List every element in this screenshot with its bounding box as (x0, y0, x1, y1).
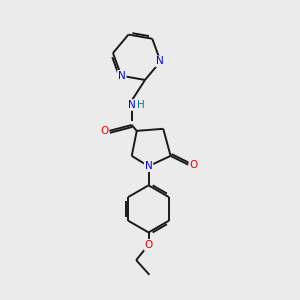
Text: N: N (128, 100, 136, 110)
Text: O: O (100, 126, 108, 136)
Text: N: N (145, 161, 152, 171)
Text: O: O (144, 240, 153, 250)
Text: H: H (137, 100, 145, 110)
Text: N: N (156, 56, 164, 66)
Text: O: O (190, 160, 198, 170)
Text: N: N (118, 71, 126, 81)
